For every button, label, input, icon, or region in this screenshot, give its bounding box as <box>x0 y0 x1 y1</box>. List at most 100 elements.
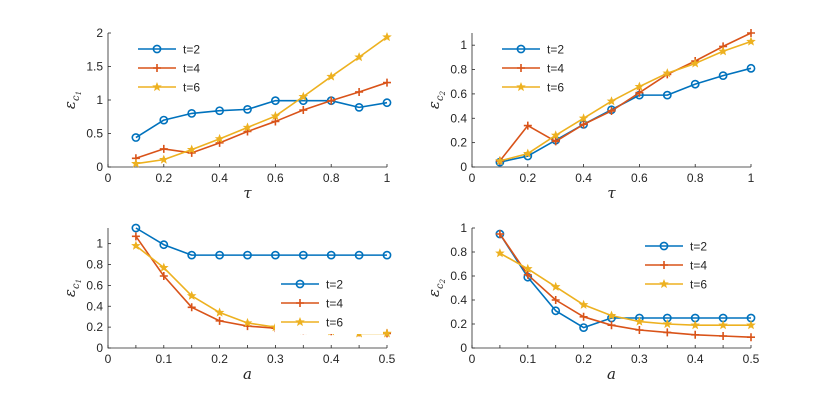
x-tick-label: 1 <box>384 171 391 185</box>
data-point <box>635 326 644 334</box>
x-tick-label: 0.4 <box>211 171 228 185</box>
data-point <box>270 111 281 121</box>
series-t=6 <box>131 31 392 168</box>
series-t=2 <box>131 96 392 142</box>
y-axis-label-sub: c <box>435 283 446 289</box>
legend-label: t=6 <box>183 81 200 95</box>
y-axis-label-sub: c <box>435 95 446 101</box>
data-point <box>523 270 532 279</box>
data-point <box>606 96 617 106</box>
y-tick-label: 1 <box>460 38 467 52</box>
x-tick-label: 0.6 <box>631 171 648 185</box>
series-line <box>499 252 751 327</box>
legend-label: t=6 <box>547 81 564 95</box>
data-point <box>299 106 308 115</box>
legend-marker <box>659 241 669 251</box>
data-point <box>271 117 280 126</box>
x-tick-label: 0.8 <box>323 171 340 185</box>
y-tick-label: 0.2 <box>450 317 467 331</box>
data-point <box>607 106 616 115</box>
data-point <box>662 90 672 100</box>
y-axis-label: εc1 <box>61 91 83 109</box>
x-tick-label: 0.5 <box>743 352 760 366</box>
y-tick-label: 2 <box>96 26 103 40</box>
y-axis-label-sub: c <box>71 95 82 101</box>
data-point <box>746 63 756 73</box>
data-point <box>551 296 560 304</box>
x-tick-label: 0.4 <box>323 352 340 366</box>
series-line <box>135 227 387 256</box>
y-tick-label: 0.5 <box>86 127 103 141</box>
y-axis-label-sub: c <box>71 283 82 289</box>
data-point <box>606 310 617 320</box>
data-point <box>159 272 168 280</box>
y-tick-label: 0 <box>96 160 103 174</box>
legend-label: t=4 <box>547 62 564 76</box>
data-point <box>578 299 589 309</box>
legend: t=2 t=4 t=6 <box>275 272 383 334</box>
legend-marker <box>516 44 526 54</box>
y-axis-label-subsub: 1 <box>75 279 83 283</box>
data-point <box>131 223 141 233</box>
y-axis-label: εc1 <box>61 279 83 297</box>
legend-label: t=2 <box>183 43 200 57</box>
legend-marker <box>516 81 526 92</box>
y-tick-label: 0.8 <box>450 63 467 77</box>
data-point <box>746 36 756 46</box>
data-point <box>746 320 756 330</box>
x-axis-label: τ <box>243 184 252 202</box>
x-tick-label: 0 <box>105 171 112 185</box>
data-point <box>354 250 364 260</box>
legend-label: t=4 <box>326 297 343 311</box>
x-tick-label: 0 <box>105 352 112 366</box>
y-axis-label-base: ε <box>61 289 79 297</box>
data-point <box>718 71 728 81</box>
data-point <box>523 121 532 130</box>
data-point <box>747 29 755 37</box>
data-point <box>662 68 673 78</box>
series-t=4 <box>495 29 755 165</box>
data-point <box>270 96 280 106</box>
data-point <box>383 78 391 87</box>
data-point <box>550 130 561 140</box>
series-line <box>499 32 752 162</box>
data-point <box>215 106 224 116</box>
x-tick-label: 0.6 <box>267 171 284 185</box>
data-point <box>243 250 252 260</box>
data-point <box>550 281 561 291</box>
data-point <box>298 250 308 260</box>
data-point <box>159 240 169 250</box>
data-point <box>159 154 169 164</box>
y-axis-label-subsub: 2 <box>439 278 447 284</box>
x-tick-label: 0.2 <box>519 171 536 185</box>
x-tick-label: 0.3 <box>267 352 284 366</box>
data-point <box>690 320 700 330</box>
data-point <box>691 330 700 339</box>
y-tick-label: 0.4 <box>450 293 467 307</box>
x-tick-label: 0.2 <box>211 352 228 366</box>
legend-marker <box>152 44 162 54</box>
legend-marker <box>295 279 305 289</box>
x-tick-label: 0 <box>469 352 476 366</box>
data-point <box>579 312 588 321</box>
x-tick-label: 0 <box>469 171 476 185</box>
legend-marker <box>295 316 305 327</box>
legend-label: t=4 <box>690 259 707 273</box>
series-line <box>499 40 752 162</box>
data-point <box>354 102 364 112</box>
data-point <box>243 104 252 114</box>
y-tick-label: 0 <box>460 160 467 174</box>
data-point <box>719 332 728 340</box>
data-point <box>159 115 169 125</box>
legend: t=2 t=4 t=6 <box>132 37 228 99</box>
x-tick-label: 0.2 <box>575 352 592 366</box>
legend-label: t=4 <box>183 62 200 76</box>
legend-label: t=2 <box>690 240 707 254</box>
data-point <box>663 328 672 337</box>
series-line <box>499 233 752 338</box>
x-tick-label: 1 <box>748 171 755 185</box>
data-point <box>747 333 755 342</box>
data-point <box>634 81 645 91</box>
x-tick-label: 0.2 <box>155 171 172 185</box>
x-tick-label: 0.5 <box>379 352 396 366</box>
